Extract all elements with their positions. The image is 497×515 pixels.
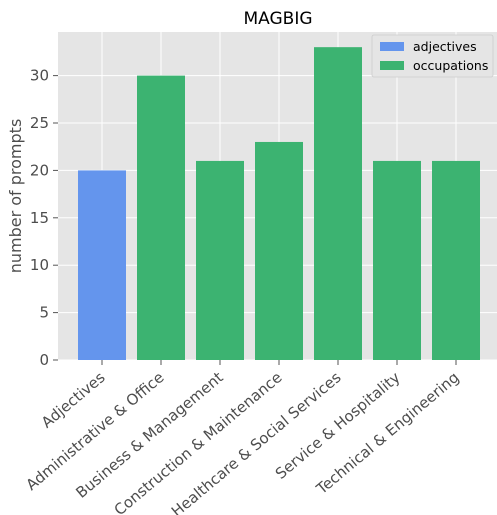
legend-label-occupations: occupations bbox=[413, 58, 488, 73]
y-tick-label: 20 bbox=[30, 161, 49, 179]
bar-adjectives bbox=[78, 170, 126, 360]
bar-service-hospitality bbox=[373, 160, 421, 360]
legend: adjectives occupations bbox=[371, 34, 494, 78]
legend-swatch-adjectives bbox=[380, 42, 404, 51]
y-tick-label: 5 bbox=[39, 304, 49, 322]
bar-administrative-office bbox=[137, 75, 185, 360]
chart-title: MAGBIG bbox=[243, 9, 312, 29]
y-tick-label: 30 bbox=[30, 67, 49, 85]
bar-healthcare-social-services bbox=[314, 47, 362, 360]
bar-technical-engineering bbox=[432, 160, 480, 360]
bar-construction-maintenance bbox=[255, 141, 303, 360]
y-axis-ticks: 0 5 10 15 20 25 30 bbox=[30, 67, 58, 369]
y-tick-label: 10 bbox=[30, 256, 49, 274]
legend-label-adjectives: adjectives bbox=[413, 39, 477, 54]
y-tick-label: 25 bbox=[30, 114, 49, 132]
y-tick-label: 0 bbox=[39, 351, 49, 369]
y-tick-label: 15 bbox=[30, 209, 49, 227]
bars bbox=[78, 47, 480, 360]
y-axis-label: number of prompts bbox=[6, 119, 25, 274]
legend-swatch-occupations bbox=[380, 61, 404, 70]
bar-business-management bbox=[196, 160, 244, 360]
